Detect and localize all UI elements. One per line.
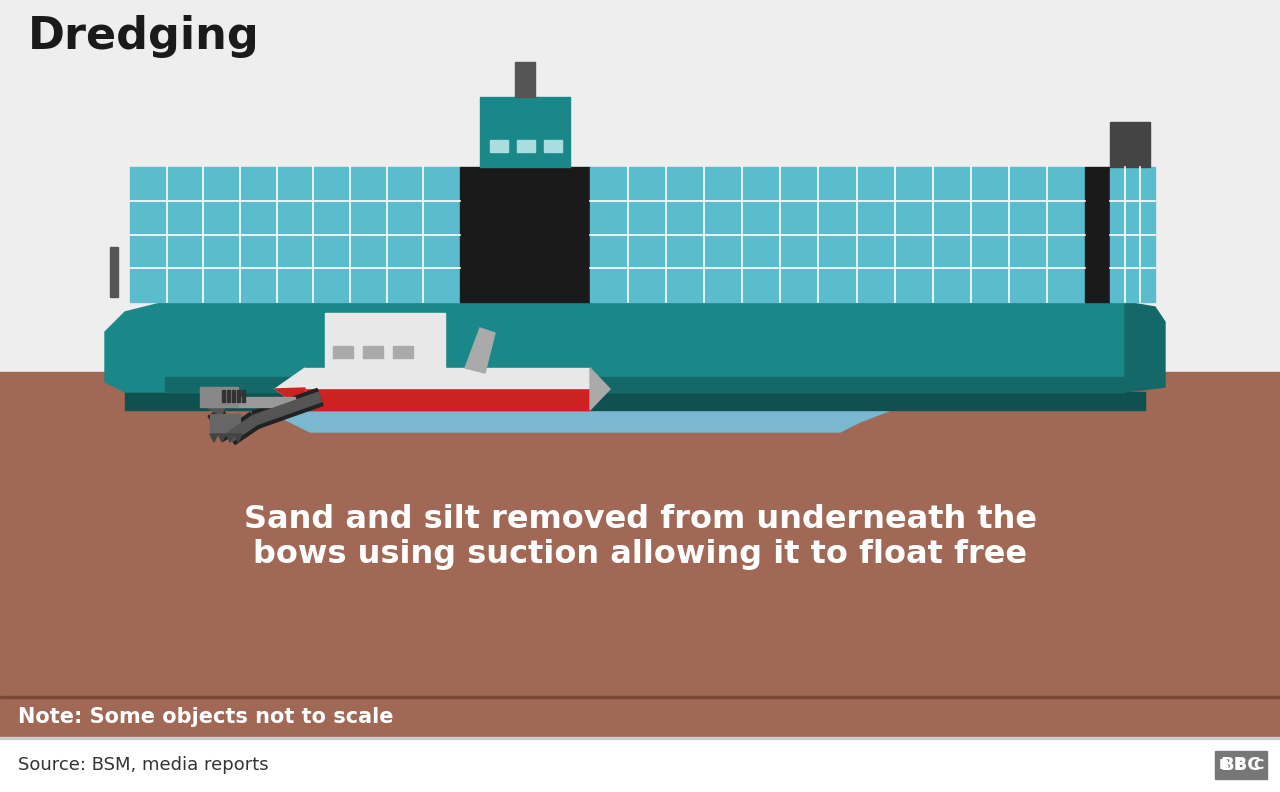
Text: Source: BSM, media reports: Source: BSM, media reports (18, 756, 269, 774)
Bar (236, 397, 294, 407)
Bar (544, 140, 562, 152)
Bar (1085, 167, 1110, 302)
Bar (125, 392, 1146, 410)
Bar (1215, 751, 1267, 779)
Polygon shape (465, 328, 495, 373)
Bar (490, 140, 508, 152)
Polygon shape (209, 408, 237, 441)
Bar (305, 368, 590, 388)
Bar (364, 346, 383, 358)
Polygon shape (275, 388, 305, 410)
Polygon shape (225, 413, 260, 444)
Bar (0, 696, 1280, 698)
Bar (0, 737, 1280, 739)
Bar (232, 390, 236, 402)
Polygon shape (210, 434, 218, 442)
Polygon shape (105, 302, 165, 392)
Polygon shape (590, 368, 611, 410)
Bar (237, 390, 241, 402)
Polygon shape (253, 392, 321, 425)
Bar (1110, 167, 1155, 302)
Text: Sand and silt removed from underneath the
bows using suction allowing it to floa: Sand and silt removed from underneath th… (243, 504, 1037, 570)
Bar (0, 737, 1280, 792)
Polygon shape (175, 372, 989, 432)
Bar (0, 372, 1280, 697)
Polygon shape (275, 368, 305, 410)
Bar (333, 346, 353, 358)
Bar (515, 62, 535, 97)
Bar (460, 167, 590, 302)
Polygon shape (175, 372, 320, 422)
Bar (1251, 753, 1265, 777)
Bar (200, 387, 238, 407)
Bar (242, 390, 244, 402)
Bar (0, 697, 1280, 737)
Bar (1234, 753, 1248, 777)
Bar (165, 377, 1125, 392)
Bar (0, 0, 1280, 697)
Polygon shape (829, 372, 989, 422)
Bar (590, 167, 1085, 302)
Polygon shape (234, 434, 242, 442)
Polygon shape (218, 434, 227, 442)
Text: B: B (1219, 758, 1229, 772)
Bar (221, 390, 225, 402)
Bar (1110, 122, 1149, 167)
Bar (325, 313, 445, 368)
Text: B: B (1235, 758, 1247, 772)
Bar (305, 388, 590, 410)
Bar (210, 414, 241, 434)
Text: C: C (1253, 758, 1263, 772)
Bar (227, 390, 230, 402)
Text: Dredging: Dredging (28, 16, 260, 59)
Bar (393, 346, 413, 358)
Polygon shape (209, 399, 227, 415)
Bar (165, 302, 1125, 392)
Polygon shape (227, 434, 234, 442)
Bar (131, 167, 460, 302)
Text: BBC: BBC (1221, 756, 1261, 774)
Bar (110, 247, 118, 297)
Polygon shape (252, 389, 323, 428)
Polygon shape (1125, 302, 1165, 392)
Bar (1217, 753, 1231, 777)
Bar (517, 140, 535, 152)
Bar (480, 97, 570, 167)
Text: Note: Some objects not to scale: Note: Some objects not to scale (18, 707, 393, 727)
Polygon shape (227, 416, 257, 441)
